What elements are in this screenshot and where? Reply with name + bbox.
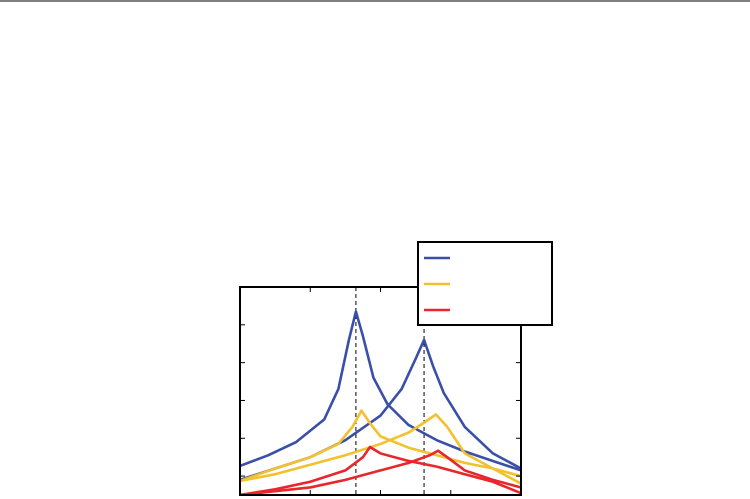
- series-line: [240, 413, 521, 485]
- series-line: [240, 338, 521, 482]
- series-line: [240, 449, 521, 495]
- series-line: [240, 310, 521, 472]
- series-line: [240, 445, 521, 495]
- series-line: [240, 409, 521, 483]
- plot-area: [240, 287, 521, 495]
